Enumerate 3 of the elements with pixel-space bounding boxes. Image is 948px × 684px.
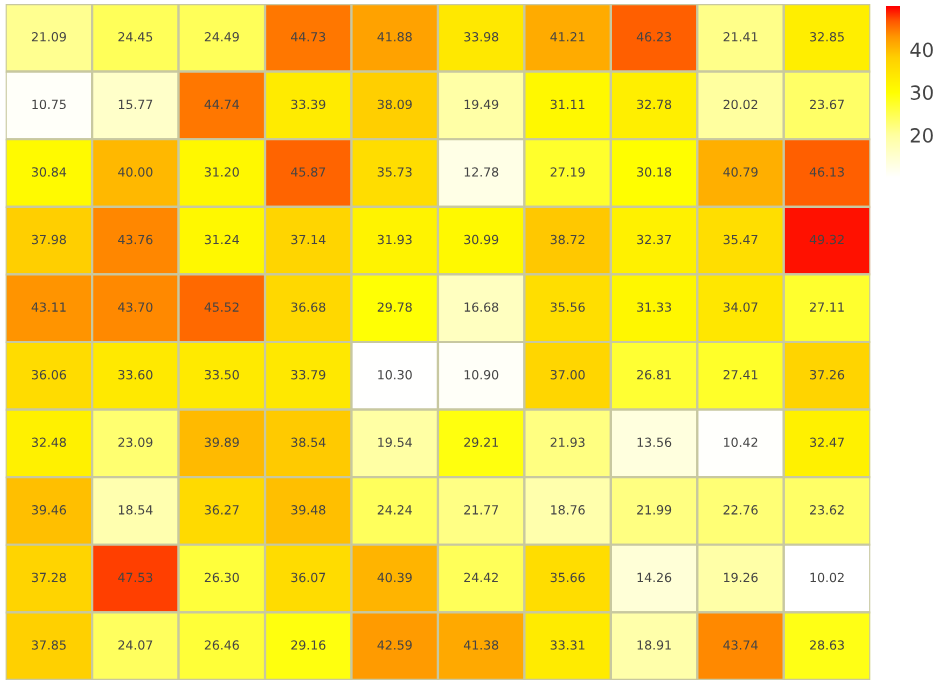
color-bar-label: 20: [910, 128, 933, 143]
color-bar-label: 40: [910, 42, 933, 58]
color-bar-label: 30: [910, 85, 933, 100]
